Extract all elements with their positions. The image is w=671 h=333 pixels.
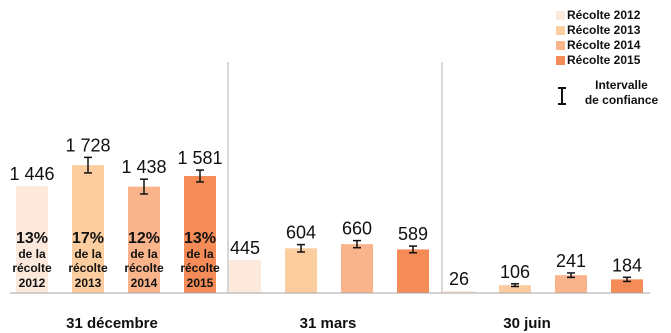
share-text: de la: [130, 247, 158, 261]
legend-label-2012: Récolte 2012: [567, 8, 641, 22]
bar: [128, 186, 160, 293]
legend-item-2012: Récolte 2012: [556, 8, 668, 23]
bar: [443, 291, 475, 293]
legend-ci-label: Intervalle de confiance: [574, 78, 669, 108]
data-label: 604: [286, 223, 316, 243]
data-label: 106: [500, 262, 530, 282]
legend: Récolte 2012 Récolte 2013 Récolte 2014 R…: [556, 8, 668, 107]
share-year: 2012: [19, 276, 46, 290]
data-label: 241: [556, 251, 586, 271]
share-text: récolte: [68, 261, 108, 275]
data-label: 1 446: [9, 164, 54, 184]
share-percent: 12%: [128, 230, 160, 247]
legend-swatch-2013: [556, 26, 565, 35]
share-text: de la: [18, 247, 46, 261]
share-text: de la: [186, 247, 214, 261]
share-percent: 17%: [72, 230, 104, 247]
data-label: 26: [449, 269, 469, 289]
share-year: 2015: [187, 276, 214, 290]
share-text: récolte: [12, 261, 52, 275]
data-label: 1 438: [121, 157, 166, 177]
legend-label-2013: Récolte 2013: [567, 23, 641, 37]
data-label: 184: [612, 255, 642, 275]
share-year: 2013: [75, 276, 102, 290]
legend-ci-line2: de confiance: [584, 93, 659, 107]
x-tick-label: 31 décembre: [66, 315, 158, 332]
legend-confidence-interval: Intervalle de confiance: [556, 78, 668, 112]
bar: [184, 176, 216, 293]
bar: [341, 244, 373, 293]
error-bar-icon: [558, 87, 566, 105]
legend-item-2013: Récolte 2013: [556, 23, 668, 38]
x-tick-label: 30 juin: [503, 315, 551, 332]
share-text: récolte: [180, 261, 220, 275]
legend-swatch-2014: [556, 41, 565, 50]
share-text: de la: [74, 247, 102, 261]
data-label: 445: [230, 238, 260, 258]
bar: [611, 279, 643, 293]
data-label: 1 581: [177, 148, 222, 168]
bar: [72, 165, 104, 293]
bar: [285, 248, 317, 293]
bar: [499, 285, 531, 293]
legend-ci-line1: Intervalle: [595, 78, 648, 92]
legend-swatch-2015: [556, 56, 565, 65]
share-percent: 13%: [16, 230, 48, 247]
share-text: récolte: [124, 261, 164, 275]
bar: [16, 185, 48, 293]
data-label: 660: [342, 219, 372, 239]
bar: [229, 260, 261, 293]
x-tick-label: 31 mars: [300, 315, 357, 332]
legend-label-2015: Récolte 2015: [567, 53, 641, 67]
bar: [397, 249, 429, 293]
bar: [555, 275, 587, 293]
data-label: 1 728: [65, 135, 110, 155]
data-label: 589: [398, 224, 428, 244]
share-year: 2014: [131, 276, 158, 290]
share-percent: 13%: [184, 230, 216, 247]
legend-item-2015: Récolte 2015: [556, 53, 668, 68]
legend-item-2014: Récolte 2014: [556, 38, 668, 53]
legend-label-2014: Récolte 2014: [567, 38, 641, 52]
legend-swatch-2012: [556, 11, 565, 20]
